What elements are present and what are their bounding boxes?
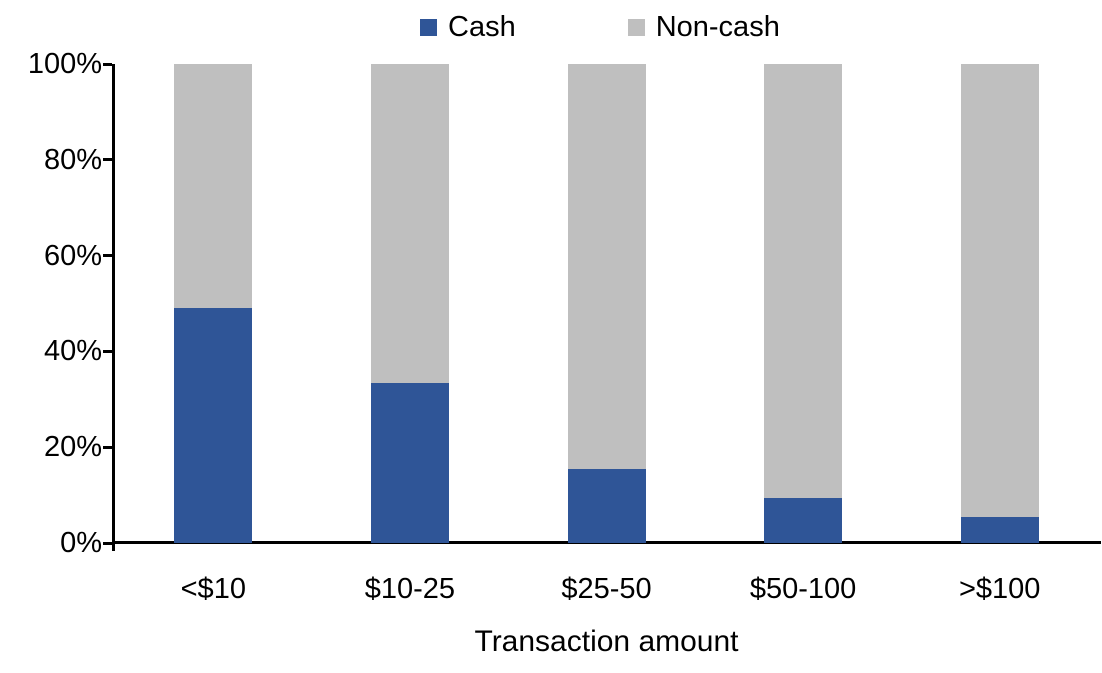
bar--50-100	[764, 64, 843, 543]
bar--10-25	[370, 64, 449, 543]
bar-segment-cash	[370, 382, 449, 543]
x-axis-tick-label: <$10	[180, 573, 246, 605]
y-axis-tick	[103, 541, 112, 545]
x-axis-tick-label: $25-50	[561, 573, 652, 605]
bar--25-50	[567, 64, 646, 543]
y-axis-line	[112, 64, 115, 551]
y-axis-tick	[103, 158, 112, 162]
bar-segment-cash	[764, 497, 843, 543]
legend-label: Non-cash	[655, 11, 780, 43]
bar-segment-non-cash	[567, 64, 646, 469]
y-axis-tick-label: 100%	[27, 48, 102, 80]
legend-swatch-icon	[627, 18, 645, 36]
bar-segment-cash	[567, 468, 646, 543]
y-axis-tick-label: 80%	[43, 143, 102, 176]
bar--100	[960, 64, 1039, 543]
y-axis-tick	[103, 349, 112, 353]
legend-label: Cash	[448, 11, 516, 43]
y-axis-tick-label: 40%	[43, 335, 102, 368]
x-axis-tick-label: >$100	[958, 573, 1041, 605]
bar-segment-non-cash	[764, 64, 843, 498]
y-axis-tick	[103, 62, 112, 66]
x-axis-tick-label: $50-100	[749, 573, 857, 605]
y-axis-tick-label: 0%	[60, 527, 102, 559]
y-axis-tick-label: 20%	[43, 431, 102, 464]
x-axis-tick-label: $10-25	[364, 573, 456, 605]
bar-segment-non-cash	[960, 64, 1039, 517]
bar--10	[174, 64, 253, 543]
bar-segment-non-cash	[370, 64, 449, 383]
y-axis-tick-label: 60%	[43, 239, 102, 272]
x-axis-title: Transaction amount	[474, 625, 739, 658]
plot-area	[103, 62, 1101, 551]
y-axis-tick	[103, 445, 112, 449]
legend-item-cash: Cash	[420, 10, 516, 44]
legend-swatch-icon	[420, 18, 437, 36]
bar-segment-non-cash	[174, 64, 253, 309]
bar-segment-cash	[174, 308, 253, 543]
legend-item-non-cash: Non-cash	[627, 10, 780, 44]
chart-legend: Cash Non-cash	[420, 10, 780, 44]
y-axis-tick	[103, 254, 112, 258]
bar-segment-cash	[960, 516, 1039, 543]
